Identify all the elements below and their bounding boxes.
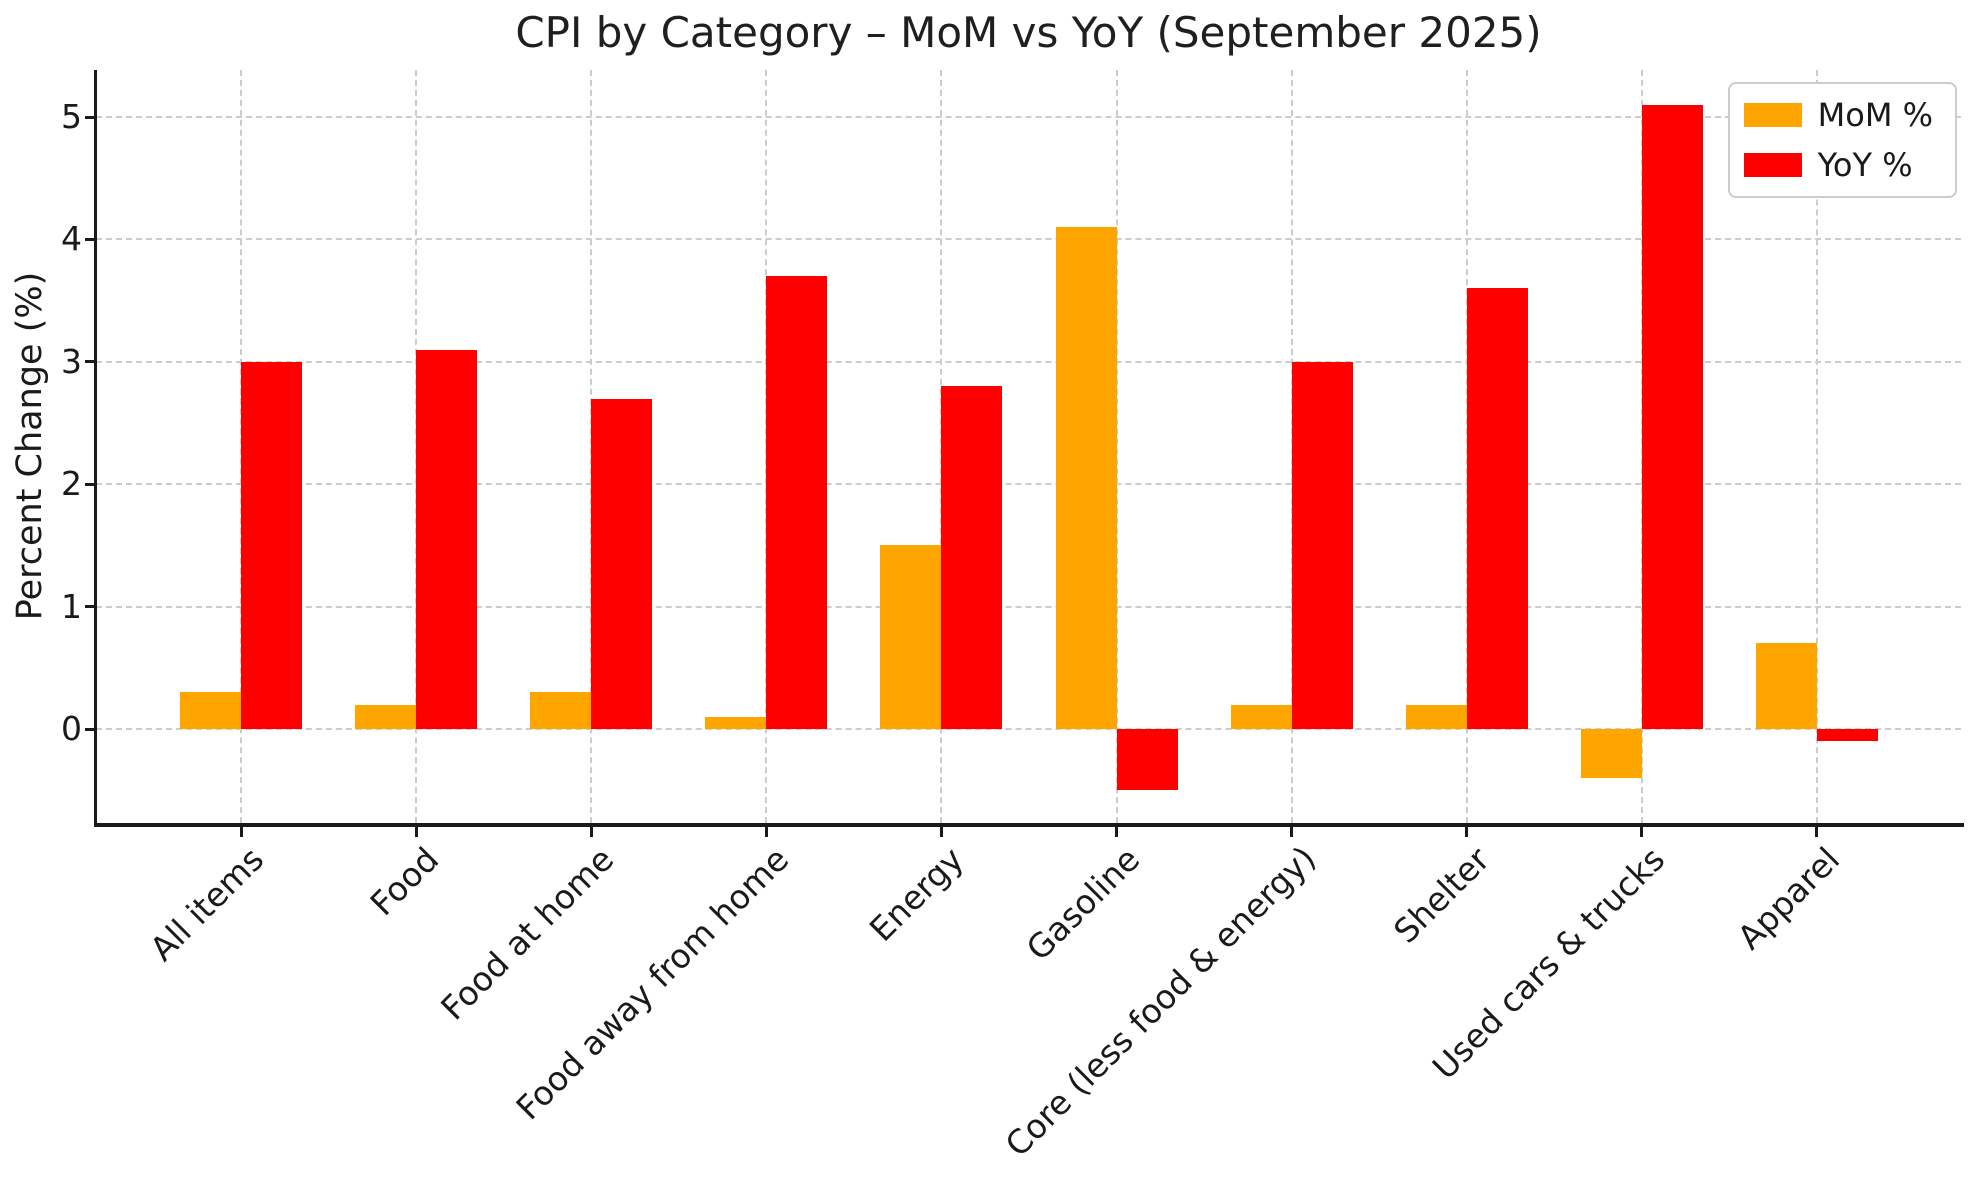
bar-yoy <box>241 361 302 729</box>
gridline-horizontal <box>96 605 1961 608</box>
x-tick-mark <box>764 827 768 837</box>
legend-swatch-yoy <box>1743 153 1802 177</box>
chart-title: CPI by Category – MoM vs YoY (September … <box>515 8 1542 57</box>
y-tick-mark <box>85 482 95 486</box>
bar-yoy <box>416 349 478 729</box>
bar-mom <box>880 545 942 729</box>
gridline-horizontal <box>96 483 1961 486</box>
plot-area <box>96 70 1961 823</box>
gridline-vertical <box>1115 70 1118 823</box>
bar-yoy <box>1291 361 1353 729</box>
x-tick-mark <box>414 827 418 837</box>
y-axis-label: Percent Change (%) <box>10 271 50 621</box>
x-tick-mark <box>589 827 593 837</box>
legend-label-yoy: YoY % <box>1817 146 1913 184</box>
y-axis-spine <box>94 70 97 826</box>
gridline-horizontal <box>96 360 1961 363</box>
x-tick-label: Apparel <box>1729 839 1848 957</box>
bar-mom <box>180 692 241 729</box>
x-tick-mark <box>1640 827 1644 837</box>
x-tick-label: Core (less food & energy) <box>997 838 1323 1165</box>
x-tick-label: All items <box>142 839 272 969</box>
bar-yoy <box>1466 288 1528 729</box>
y-tick-label: 0 <box>61 709 82 748</box>
bar-yoy <box>591 398 653 729</box>
x-tick-mark <box>1465 827 1469 837</box>
y-tick-mark <box>85 605 95 609</box>
gridline-horizontal <box>96 728 1961 730</box>
x-tick-mark <box>1115 827 1118 837</box>
y-tick-mark <box>85 115 95 119</box>
legend-item-mom: MoM % <box>1743 96 1933 134</box>
bar-yoy <box>1641 104 1703 729</box>
y-tick-label: 2 <box>61 464 82 504</box>
y-tick-label: 5 <box>61 97 82 136</box>
y-tick-mark <box>85 727 95 731</box>
gridline-horizontal <box>96 116 1961 118</box>
y-tick-mark <box>85 360 95 364</box>
bar-mom <box>530 692 592 729</box>
bar-mom <box>1230 704 1292 729</box>
x-tick-mark <box>1290 827 1294 837</box>
bar-yoy <box>1816 729 1878 742</box>
x-tick-label: Used cars & trucks <box>1424 839 1672 1087</box>
bar-yoy <box>1116 729 1178 791</box>
legend-swatch-mom <box>1743 103 1802 127</box>
bar-mom <box>1580 729 1642 778</box>
x-tick-mark <box>239 827 243 837</box>
x-tick-label: Energy <box>862 839 972 949</box>
legend: MoM % YoY % <box>1727 82 1957 198</box>
x-tick-label: Food at home <box>433 839 622 1028</box>
bar-mom <box>1055 227 1117 729</box>
x-tick-label: Food <box>362 839 447 924</box>
x-tick-label: Shelter <box>1385 839 1497 951</box>
x-tick-mark <box>1815 827 1819 837</box>
bar-yoy <box>766 276 828 729</box>
legend-item-yoy: YoY % <box>1743 146 1933 184</box>
x-tick-label: Food away from home <box>508 839 797 1128</box>
bar-mom <box>1405 704 1467 729</box>
y-tick-mark <box>85 237 95 241</box>
gridline-vertical <box>1815 70 1818 823</box>
bar-mom <box>355 704 417 729</box>
gridline-horizontal <box>96 238 1961 241</box>
x-axis-spine <box>94 823 1964 827</box>
bar-mom <box>705 716 767 729</box>
y-tick-label: 4 <box>61 219 82 259</box>
x-tick-label: Gasoline <box>1018 839 1147 969</box>
bar-mom <box>1755 643 1817 729</box>
y-tick-label: 3 <box>61 341 82 381</box>
x-tick-mark <box>939 827 943 837</box>
bar-yoy <box>941 386 1003 729</box>
legend-label-mom: MoM % <box>1817 96 1933 134</box>
y-tick-label: 1 <box>61 586 82 626</box>
